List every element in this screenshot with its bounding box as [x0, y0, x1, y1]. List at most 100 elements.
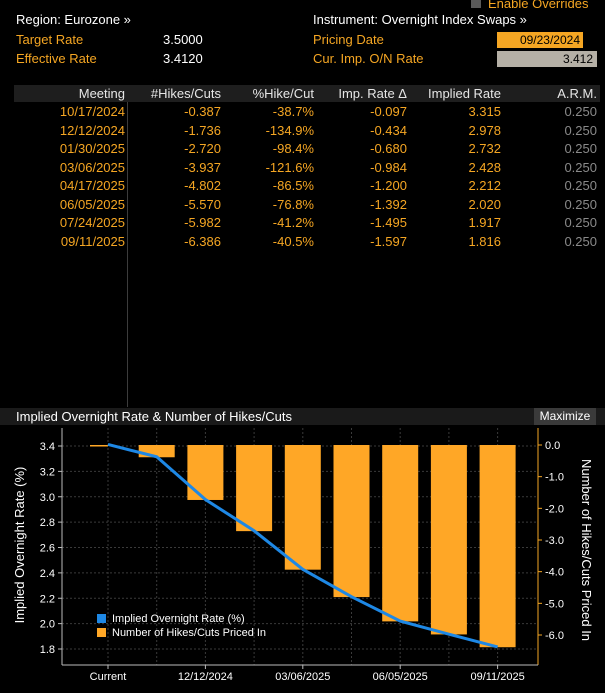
cell-imp-rate-delta: -1.597 [370, 233, 407, 249]
col-meeting[interactable]: Meeting [78, 86, 125, 101]
pricing-date-label: Pricing Date [313, 32, 384, 47]
cell-implied-rate: 2.020 [468, 196, 501, 212]
cell-pct-hike-cut: -134.9% [265, 122, 314, 138]
right-tick-label: -6.0 [545, 630, 564, 642]
table-row[interactable]: 07/24/2025 -5.982 -41.2% -1.495 1.917 0.250 [14, 215, 600, 232]
table-row[interactable]: 01/30/2025 -2.720 -98.4% -0.680 2.732 0.250 [14, 141, 600, 158]
left-tick-label: 3.2 [40, 466, 55, 478]
col-imp-rate-delta[interactable]: Imp. Rate Δ [338, 86, 407, 101]
table-row[interactable]: 04/17/2025 -4.802 -86.5% -1.200 2.212 0.250 [14, 178, 600, 195]
maximize-button[interactable]: Maximize [534, 408, 596, 425]
left-tick-label: 3.4 [40, 441, 55, 453]
col-implied-rate[interactable]: Implied Rate [428, 86, 501, 101]
chart-title-bar [0, 408, 605, 425]
cell-hikes-cuts: -3.937 [184, 159, 221, 175]
col-hikes-cuts[interactable]: #Hikes/Cuts [150, 86, 221, 101]
cell-hikes-cuts: -0.387 [184, 104, 221, 119]
legend-label-rate: Implied Overnight Rate (%) [112, 613, 245, 625]
left-tick-label: 2.6 [40, 543, 55, 555]
left-tick-label: 3.0 [40, 492, 55, 504]
left-tick-label: 2.8 [40, 517, 55, 529]
cell-meeting: 07/24/2025 [59, 215, 125, 230]
cell-implied-rate: 2.428 [468, 159, 501, 175]
cell-imp-rate-delta: -0.097 [370, 104, 407, 119]
pricing-date-input[interactable]: 09/23/2024 [497, 32, 583, 48]
chart-bar [382, 445, 419, 622]
instrument-selector[interactable]: Instrument: Overnight Index Swaps » [313, 12, 527, 27]
cell-hikes-cuts: -1.736 [184, 122, 221, 138]
x-tick-label: 03/06/2025 [275, 671, 330, 683]
left-axis-title: Implied Overnight Rate (%) [12, 467, 27, 624]
x-tick-label: 06/05/2025 [373, 671, 428, 683]
chart-area: 3.4 3.2 3.0 2.8 2.6 2.4 2.2 2.0 1.8 0.0 -1.0 -2.0 -3… [0, 425, 605, 693]
cell-imp-rate-delta: -0.680 [370, 141, 407, 156]
legend-label-hikes: Number of Hikes/Cuts Priced In [112, 627, 266, 639]
cell-hikes-cuts: -4.802 [184, 178, 221, 193]
effective-rate-label: Effective Rate [16, 51, 97, 66]
cell-implied-rate: 1.816 [468, 233, 501, 249]
cur-imp-rate-input[interactable]: 3.412 [497, 51, 597, 67]
cell-hikes-cuts: -2.720 [184, 141, 221, 156]
col-arm[interactable]: A.R.M. [557, 86, 597, 101]
cell-implied-rate: 2.732 [468, 141, 501, 156]
table-row[interactable]: 10/17/2024 -0.387 -38.7% -0.097 3.315 0.250 [14, 104, 600, 121]
cell-arm: 0.250 [564, 178, 597, 193]
cell-imp-rate-delta: -1.392 [370, 196, 407, 212]
legend-swatch-rate [97, 614, 106, 623]
right-tick-label: -2.0 [545, 503, 564, 515]
right-tick-label: -1.0 [545, 472, 564, 484]
column-divider [127, 102, 128, 407]
cell-hikes-cuts: -5.982 [184, 215, 221, 230]
chart-bar [90, 445, 108, 447]
chart-title: Implied Overnight Rate & Number of Hikes… [16, 409, 292, 424]
col-pct-hike-cut[interactable]: %Hike/Cut [252, 86, 314, 101]
cell-arm: 0.250 [564, 215, 597, 230]
right-tick-label: 0.0 [545, 440, 560, 452]
effective-rate-value: 3.4120 [163, 51, 203, 66]
cell-arm: 0.250 [564, 233, 597, 249]
legend-swatch-hikes [97, 628, 106, 637]
cell-hikes-cuts: -5.570 [184, 196, 221, 212]
cell-meeting: 09/11/2025 [60, 233, 125, 249]
right-tick-label: -4.0 [545, 567, 564, 579]
cell-pct-hike-cut: -98.4% [272, 141, 314, 156]
cell-arm: 0.250 [564, 104, 597, 119]
meetings-table: Meeting #Hikes/Cuts %Hike/Cut Imp. Rate … [14, 85, 600, 407]
cell-arm: 0.250 [564, 141, 597, 156]
cell-pct-hike-cut: -76.8% [272, 196, 314, 212]
x-tick-label: 12/12/2024 [178, 671, 233, 683]
table-row[interactable]: 03/06/2025 -3.937 -121.6% -0.984 2.428 0.250 [14, 160, 600, 177]
cell-imp-rate-delta: -1.200 [370, 178, 407, 193]
cell-pct-hike-cut: -38.7% [272, 104, 314, 119]
enable-overrides-checkbox[interactable] [471, 0, 481, 8]
cell-meeting: 03/06/2025 [59, 159, 125, 175]
cell-meeting: 04/17/2025 [59, 178, 125, 193]
table-row[interactable]: 09/11/2025 -6.386 -40.5% -1.597 1.816 0.250 [14, 234, 600, 251]
right-tick-label: -5.0 [545, 598, 564, 610]
chart-bar [333, 445, 370, 598]
target-rate-value: 3.5000 [163, 32, 203, 47]
chart-bar [479, 445, 516, 648]
table-row[interactable]: 06/05/2025 -5.570 -76.8% -1.392 2.020 0.250 [14, 197, 600, 214]
left-tick-label: 2.4 [40, 568, 55, 580]
table-row[interactable]: 12/12/2024 -1.736 -134.9% -0.434 2.978 0.250 [14, 123, 600, 140]
region-selector[interactable]: Region: Eurozone » [16, 12, 131, 27]
cell-arm: 0.250 [564, 122, 597, 138]
x-tick-label: 09/11/2025 [470, 671, 524, 683]
target-rate-label: Target Rate [16, 32, 84, 47]
left-tick-label: 1.8 [40, 644, 55, 656]
chart-bar [284, 445, 321, 570]
enable-overrides-label[interactable]: Enable Overrides [488, 0, 589, 11]
chart-bar [187, 445, 224, 500]
right-axis-title: Number of Hikes/Cuts Priced In [579, 459, 594, 641]
left-tick-label: 2.2 [40, 593, 55, 605]
right-tick-label: -3.0 [545, 535, 564, 547]
cell-meeting: 06/05/2025 [59, 196, 125, 212]
cell-meeting: 01/30/2025 [59, 141, 125, 156]
cell-implied-rate: 2.978 [468, 122, 501, 138]
header: Region: Eurozone » Instrument: Overnight… [0, 0, 605, 80]
cell-implied-rate: 1.917 [468, 215, 501, 230]
cur-imp-rate-label: Cur. Imp. O/N Rate [313, 51, 424, 66]
cell-hikes-cuts: -6.386 [184, 233, 221, 249]
cell-pct-hike-cut: -86.5% [272, 178, 314, 193]
